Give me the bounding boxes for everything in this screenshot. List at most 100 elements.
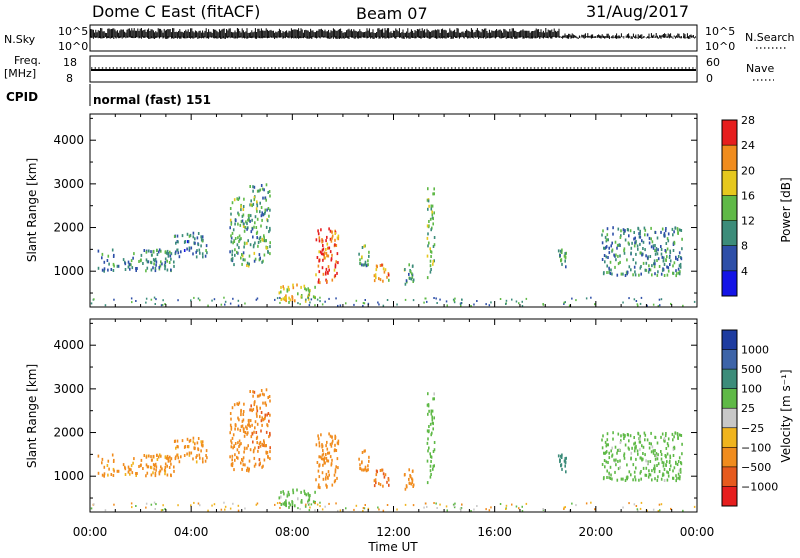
power-echo-cell bbox=[629, 229, 632, 233]
velocity-echo-cell bbox=[430, 460, 432, 463]
velocity-echo-cell bbox=[660, 435, 662, 439]
power-echo-cell bbox=[237, 304, 240, 307]
velocity-echo-cell bbox=[253, 403, 256, 407]
power-echo-cell bbox=[112, 262, 115, 266]
power-echo-cell bbox=[247, 218, 249, 222]
power-echo-cell bbox=[170, 257, 172, 261]
velocity-echo-cell bbox=[167, 459, 170, 463]
velocity-echo-cell bbox=[657, 462, 660, 466]
power-echo-cell bbox=[337, 261, 339, 265]
velocity-echo-cell bbox=[178, 460, 181, 464]
power-echo-cell bbox=[136, 267, 138, 270]
power-echo-cell bbox=[634, 270, 636, 274]
velocity-echo-cell bbox=[648, 446, 651, 450]
power-echo-cell bbox=[585, 297, 588, 300]
power-echo-cell bbox=[318, 270, 321, 274]
power-echo-cell bbox=[568, 304, 571, 307]
velocity-echo-cell bbox=[266, 451, 269, 454]
velocity-echo-cell bbox=[242, 456, 245, 460]
power-echo-cell bbox=[326, 254, 328, 258]
velocity-echo-cell bbox=[331, 483, 334, 487]
power-echo-cell bbox=[660, 272, 663, 276]
velocity-echo-cell bbox=[429, 422, 432, 426]
power-echo-cell bbox=[192, 235, 195, 239]
x-axis-ticks: 00:00 04:00 08:00 12:00 16:00 20:00 00:00 bbox=[73, 525, 715, 539]
velocity-echo-cell bbox=[379, 483, 382, 487]
power-echo-cell bbox=[334, 243, 336, 247]
power-echo-cell bbox=[334, 238, 336, 242]
velocity-echo-cell bbox=[148, 454, 150, 458]
velocity-echo-cell bbox=[145, 502, 148, 505]
power-echo-cell bbox=[337, 304, 339, 307]
power-echo-cell bbox=[428, 224, 430, 228]
velocity-echo-cell bbox=[363, 507, 366, 510]
power-echo-cell bbox=[230, 234, 232, 238]
velocity-echo-cell bbox=[250, 408, 252, 412]
velocity-echo-cell bbox=[269, 431, 271, 435]
power-echo-cell bbox=[323, 254, 325, 257]
power-echo-cell bbox=[158, 266, 161, 269]
power-echo-cell bbox=[329, 237, 332, 241]
velocity-frame bbox=[89, 318, 698, 513]
velocity-echo-cell bbox=[240, 461, 242, 465]
power-echo-cell bbox=[255, 232, 258, 235]
power-echo-cell bbox=[654, 272, 656, 276]
power-echo-cell bbox=[267, 191, 269, 194]
velocity-echo-cell bbox=[230, 425, 233, 429]
velocity-echo-cell bbox=[671, 432, 674, 436]
velocity-echo-cell bbox=[242, 418, 245, 422]
velocity-echo-cell bbox=[677, 437, 679, 440]
power-echo-cell bbox=[331, 236, 333, 240]
power-echoes bbox=[90, 183, 696, 308]
power-colorbar-tick-label: 4 bbox=[741, 265, 748, 278]
velocity-echo-cell bbox=[376, 470, 378, 474]
velocity-echo-cell bbox=[131, 506, 133, 509]
velocity-echo-cell bbox=[631, 446, 633, 450]
power-echo-cell bbox=[634, 241, 636, 245]
velocity-echo-cell bbox=[154, 508, 156, 510]
velocity-colorbar-tick-label: −500 bbox=[741, 461, 771, 474]
power-echo-cell bbox=[101, 252, 104, 256]
power-echo-cell bbox=[666, 273, 669, 277]
power-echo-cell bbox=[183, 249, 186, 252]
power-echo-cell bbox=[430, 255, 432, 258]
velocity-echo-cell bbox=[617, 432, 620, 436]
power-echo-cell bbox=[244, 258, 246, 262]
velocity-echo-cell bbox=[515, 505, 518, 508]
velocity-echo-cell bbox=[382, 509, 385, 512]
x-axis-label: Time UT bbox=[367, 540, 418, 554]
velocity-echo-cell bbox=[238, 418, 240, 422]
power-echo-cell bbox=[170, 252, 173, 256]
power-echo-cell bbox=[651, 273, 653, 277]
velocity-echo-cell bbox=[617, 467, 620, 471]
velocity-echo-cell bbox=[667, 471, 670, 475]
velocity-echo-cell bbox=[619, 459, 621, 463]
velocity-echo-cell bbox=[367, 468, 369, 472]
velocity-echo-cell bbox=[650, 431, 652, 435]
velocity-echo-cell bbox=[150, 458, 153, 462]
velocity-colorbar-tick-label: −1000 bbox=[741, 480, 778, 493]
power-echo-cell bbox=[669, 259, 672, 263]
velocity-echo-cell bbox=[244, 447, 246, 451]
power-echo-cell bbox=[674, 226, 676, 230]
velocity-echo-cell bbox=[186, 452, 188, 456]
velocity-echo-cell bbox=[453, 506, 456, 509]
velocity-echo-cell bbox=[237, 441, 239, 445]
velocity-echo-cell bbox=[613, 458, 615, 462]
power-echo-cell bbox=[623, 232, 625, 235]
velocity-echo-cell bbox=[116, 469, 119, 473]
velocity-echoes bbox=[90, 388, 696, 513]
power-echo-cell bbox=[259, 235, 262, 239]
power-echo-cell bbox=[257, 241, 260, 244]
power-echo-cell bbox=[563, 254, 566, 258]
power-echo-cell bbox=[412, 299, 415, 302]
power-echo-cell bbox=[619, 254, 621, 258]
power-echo-cell bbox=[260, 184, 263, 187]
velocity-echo-cell bbox=[661, 460, 664, 464]
power-echo-cell bbox=[330, 239, 333, 243]
velocity-echo-cell bbox=[175, 446, 177, 450]
power-echo-cell bbox=[269, 194, 271, 198]
velocity-echo-cell bbox=[267, 454, 269, 458]
power-echo-cell bbox=[404, 298, 407, 301]
